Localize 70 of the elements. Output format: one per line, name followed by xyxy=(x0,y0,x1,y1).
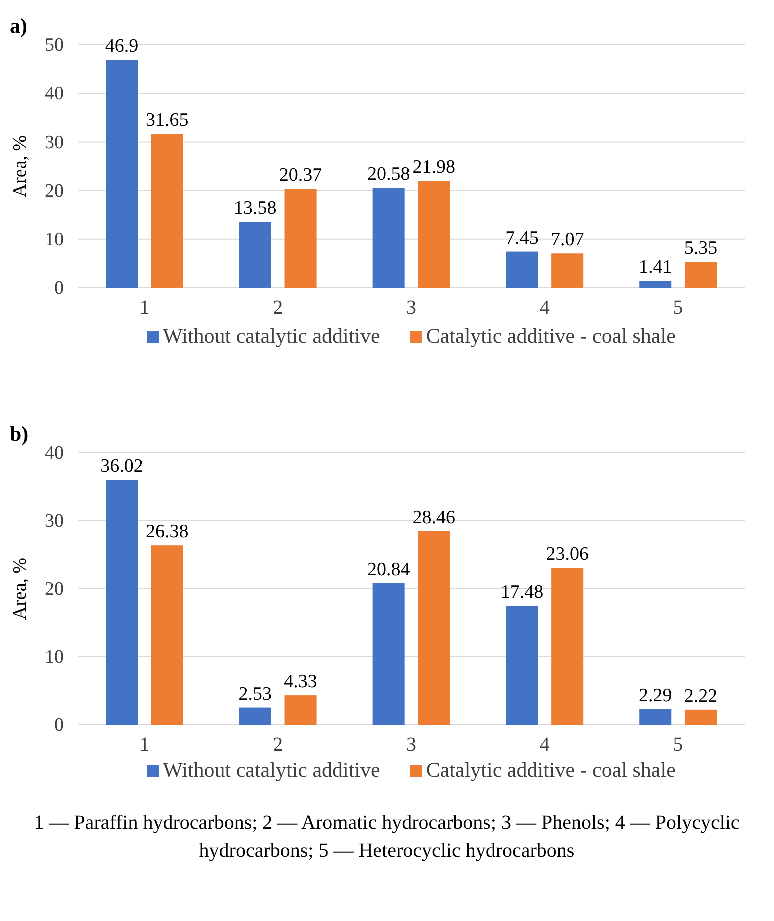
y-axis-title: Area, % xyxy=(10,135,31,198)
bar xyxy=(418,181,450,288)
data-label: 28.46 xyxy=(412,507,456,528)
x-tick-label: 1 xyxy=(140,734,150,756)
y-tick-label: 40 xyxy=(45,84,64,105)
x-tick-label: 2 xyxy=(273,734,284,756)
chart-title: a) xyxy=(10,14,28,38)
y-tick-label: 0 xyxy=(54,278,64,300)
legend-label: Without catalytic additive xyxy=(163,758,380,782)
bar xyxy=(239,708,272,725)
bar xyxy=(640,281,672,288)
data-label: 20.84 xyxy=(367,559,411,580)
bar xyxy=(284,696,317,725)
data-label: 20.58 xyxy=(367,164,410,185)
y-tick-label: 10 xyxy=(45,647,64,668)
y-tick-label: 0 xyxy=(54,715,64,736)
y-tick-label: 30 xyxy=(45,132,64,154)
data-label: 17.48 xyxy=(500,582,544,604)
bar xyxy=(640,709,672,725)
x-tick-label: 5 xyxy=(673,734,684,756)
bar xyxy=(284,189,317,288)
data-label: 26.38 xyxy=(146,522,189,543)
bar xyxy=(372,188,405,288)
x-tick-label: 4 xyxy=(540,734,550,756)
bar xyxy=(151,546,184,725)
x-tick-label: 4 xyxy=(540,297,550,320)
bar xyxy=(506,606,538,725)
bar xyxy=(106,60,138,288)
y-tick-label: 20 xyxy=(45,579,64,600)
y-tick-label: 30 xyxy=(45,511,64,532)
x-tick-label: 3 xyxy=(406,297,416,320)
chart-title: b) xyxy=(10,422,29,446)
data-label: 13.58 xyxy=(234,198,277,219)
y-tick-label: 40 xyxy=(45,443,64,464)
x-tick-label: 3 xyxy=(406,734,416,756)
y-tick-label: 20 xyxy=(45,180,64,202)
legend-label: Catalytic additive - coal shale xyxy=(426,758,676,782)
bar xyxy=(106,480,138,725)
data-label: 31.65 xyxy=(146,110,189,132)
bar xyxy=(372,583,405,725)
data-label: 7.07 xyxy=(550,230,584,251)
legend-label: Catalytic additive - coal shale xyxy=(426,324,676,348)
data-label: 2.22 xyxy=(684,686,718,707)
x-tick-label: 1 xyxy=(140,297,150,320)
data-label: 4.33 xyxy=(284,672,318,693)
data-label: 2.53 xyxy=(238,684,272,705)
y-tick-label: 50 xyxy=(45,35,64,56)
data-label: 36.02 xyxy=(100,456,144,478)
bar xyxy=(239,222,272,288)
bar xyxy=(552,254,584,288)
y-tick-label: 10 xyxy=(45,229,64,250)
x-tick-label: 2 xyxy=(273,297,284,320)
bar xyxy=(506,252,538,288)
data-label: 20.37 xyxy=(279,165,322,186)
data-label: 21.98 xyxy=(412,157,456,178)
data-label: 5.35 xyxy=(684,238,718,259)
data-label: 23.06 xyxy=(546,544,589,566)
text: 1 — Paraffin hydrocarbons; 2 — Aromatic hydrocarbons; 3 — Phenols; 4 — Polycyclic hydrocarbons; 5 — Heterocyclic hydrocarbons xyxy=(33,811,741,864)
bar xyxy=(684,262,717,288)
data-label: 46.9 xyxy=(105,36,139,58)
x-tick-label: 5 xyxy=(673,297,684,320)
bar xyxy=(418,531,450,725)
bar xyxy=(684,710,717,725)
bar xyxy=(552,568,584,725)
data-label: 7.45 xyxy=(506,228,539,249)
data-label: 1.41 xyxy=(638,257,672,278)
data-label: 2.29 xyxy=(638,685,672,706)
legend-label: Without catalytic additive xyxy=(163,324,380,348)
bar xyxy=(151,134,184,288)
y-axis-title: Area, % xyxy=(10,558,31,620)
